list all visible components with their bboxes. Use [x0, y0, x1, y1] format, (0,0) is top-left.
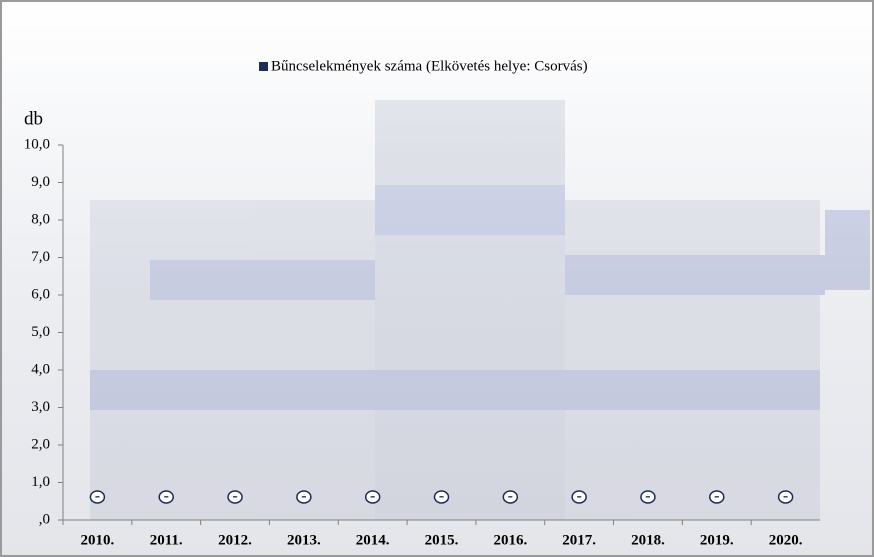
data-label: - — [783, 488, 788, 505]
y-tick-label: 8,0 — [31, 211, 50, 227]
x-tick-label: 2018. — [631, 532, 665, 548]
y-tick-label: 1,0 — [31, 474, 50, 490]
x-tick-label: 2017. — [562, 532, 596, 548]
y-tick-label: 7,0 — [31, 249, 50, 265]
y-tick-label: 3,0 — [31, 399, 50, 415]
data-label: - — [645, 488, 650, 505]
legend-swatch — [259, 62, 268, 71]
y-tick-label: ,0 — [39, 511, 50, 527]
x-tick-label: 2019. — [700, 532, 734, 548]
y-tick-label: 2,0 — [31, 436, 50, 452]
x-tick-label: 2015. — [425, 532, 459, 548]
data-label: - — [301, 488, 306, 505]
chart: Bűncselekmények száma (Elkövetés helye: … — [0, 0, 874, 557]
y-tick-label: 10,0 — [24, 136, 50, 152]
y-axis-label: db — [24, 108, 43, 129]
x-tick-label: 2014. — [356, 532, 390, 548]
y-tick-label: 5,0 — [31, 324, 50, 340]
data-label: - — [576, 488, 581, 505]
x-tick-label: 2020. — [769, 532, 803, 548]
data-label: - — [714, 488, 719, 505]
x-tick-label: 2012. — [218, 532, 252, 548]
y-tick-label: 4,0 — [31, 361, 50, 377]
data-label: - — [95, 488, 100, 505]
data-label: - — [164, 488, 169, 505]
y-tick-label: 9,0 — [31, 174, 50, 190]
x-tick-label: 2010. — [81, 532, 115, 548]
data-label: - — [508, 488, 513, 505]
data-label: - — [232, 488, 237, 505]
y-tick-label: 6,0 — [31, 286, 50, 302]
data-label: - — [439, 488, 444, 505]
x-tick-label: 2013. — [287, 532, 321, 548]
data-label: - — [370, 488, 375, 505]
x-tick-label: 2011. — [150, 532, 183, 548]
legend-label: Bűncselekmények száma (Elkövetés helye: … — [271, 58, 588, 74]
x-tick-label: 2016. — [493, 532, 527, 548]
